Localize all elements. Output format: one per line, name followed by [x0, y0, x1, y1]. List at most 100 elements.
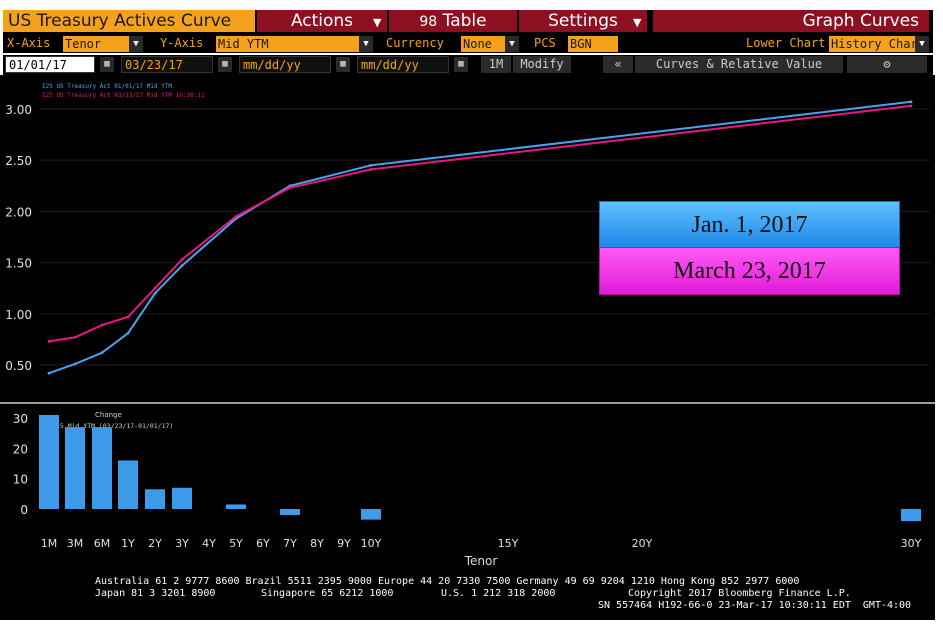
upper-ytick-label: 2.00 — [5, 205, 32, 219]
calendar-icon[interactable]: ▦ — [100, 57, 114, 72]
date-controls: 01/01/17 ▦ 03/23/17 ▦ mm/dd/yy ▦ mm/dd/y… — [3, 55, 933, 75]
axis-controls: X-Axis Tenor ▼ Y-Axis Mid YTM ▼ Currency… — [3, 35, 933, 53]
series-2-point — [288, 186, 292, 190]
lower-chart-title: Change — [95, 411, 122, 419]
change-bar — [92, 427, 112, 509]
window-title: US Treasury Actives Curve — [3, 10, 255, 32]
change-bar — [65, 427, 85, 509]
series-2-point — [180, 258, 184, 261]
pcs-label: PCS — [534, 36, 556, 50]
change-bar — [172, 487, 192, 509]
series-1-point — [47, 371, 51, 375]
lower-chart-label: Lower Chart — [746, 36, 826, 50]
calendar-icon[interactable]: ▦ — [218, 57, 232, 72]
calendar-icon[interactable]: ▦ — [336, 57, 350, 72]
settings-button[interactable]: Settings — [519, 10, 647, 32]
series-2-point — [100, 323, 104, 327]
change-bar — [145, 489, 165, 509]
xaxis-select[interactable]: Tenor — [63, 36, 129, 52]
period-button[interactable]: 1M — [481, 56, 511, 73]
x-tick-label: 6M — [94, 537, 111, 550]
series-line-2 — [48, 104, 912, 343]
settings-dropdown-icon: ▼ — [633, 16, 642, 29]
legend-series-1: I25 US Treasury Act 01/01/17 Mid YTM — [42, 83, 172, 90]
footer-contacts-line1: Australia 61 2 9777 8600 Brazil 5511 239… — [95, 576, 800, 587]
series-line-1 — [48, 100, 912, 375]
footer: Australia 61 2 9777 8600 Brazil 5511 239… — [3, 572, 933, 620]
series-2-point — [73, 335, 77, 339]
table-button[interactable]: 98 Table — [389, 10, 517, 32]
series-1-point — [369, 163, 373, 167]
actions-button[interactable]: Actions — [257, 10, 387, 32]
change-bar — [118, 460, 138, 509]
x-axis-title: Tenor — [464, 554, 498, 568]
x-tick-label: 4Y — [202, 537, 216, 550]
lower-ytick-label: 20 — [13, 442, 28, 456]
x-tick-label: 30Y — [901, 537, 922, 550]
footer-sn: SN 557464 H192-66-0 23-Mar-17 10:30:11 E… — [598, 600, 912, 611]
x-tick-label: 2Y — [148, 537, 162, 550]
x-tick-label: 8Y — [310, 537, 324, 550]
footer-copyright: Copyright 2017 Bloomberg Finance L.P. — [628, 588, 851, 599]
legend-series-2: I25 US Treasury Act 03/23/17 Mid YTM 10:… — [42, 92, 205, 99]
series-2-point — [369, 168, 373, 171]
series-1-point — [73, 362, 77, 366]
date-input-3[interactable]: mm/dd/yy — [239, 56, 331, 73]
lower-legend-label: I25 Mid YTM (03/23/17-01/01/17) — [52, 422, 173, 430]
graph-curves-button[interactable]: Graph Curves — [653, 10, 929, 32]
x-tick-label: 9Y — [337, 537, 351, 550]
lower-chart-dropdown-icon[interactable]: ▼ — [915, 36, 929, 52]
series-2-point — [153, 286, 157, 290]
x-tick-label: 1Y — [121, 537, 135, 550]
x-tick-label: 15Y — [498, 537, 519, 550]
upper-ytick-label: 1.00 — [5, 308, 32, 322]
series-1-point — [909, 100, 913, 104]
callout-mar: March 23, 2017 — [599, 247, 900, 295]
yaxis-dropdown-icon[interactable]: ▼ — [359, 36, 373, 52]
series-2-point — [47, 340, 51, 343]
footer-contacts-us: U.S. 1 212 318 2000 — [441, 588, 556, 599]
series-1-point — [126, 331, 130, 335]
x-tick-label: 20Y — [632, 537, 653, 550]
series-1-point — [288, 184, 292, 188]
upper-ytick-label: 3.00 — [5, 103, 32, 117]
footer-contacts-singapore: Singapore 65 6212 1000 — [261, 588, 394, 599]
end-date-input[interactable]: 03/23/17 — [121, 56, 213, 73]
start-date-input[interactable]: 01/01/17 — [5, 56, 95, 73]
series-1-point — [100, 351, 104, 355]
x-tick-label: 3Y — [175, 537, 189, 550]
curves-relative-value-button[interactable]: Curves & Relative Value — [635, 56, 843, 73]
xaxis-label: X-Axis — [7, 36, 51, 50]
series-1-point — [153, 291, 157, 295]
series-2-point — [909, 104, 913, 108]
change-bar — [361, 509, 381, 520]
callout-jan: Jan. 1, 2017 — [599, 201, 900, 249]
pcs-field[interactable]: BGN — [568, 36, 618, 52]
graph-curves-label: Graph Curves — [802, 11, 919, 31]
settings-label: Settings — [548, 11, 618, 31]
change-bar — [280, 509, 300, 516]
yaxis-select[interactable]: Mid YTM — [216, 36, 359, 52]
currency-label: Currency — [386, 36, 444, 50]
currency-select[interactable]: None — [461, 36, 505, 52]
date-input-4[interactable]: mm/dd/yy — [357, 56, 449, 73]
collapse-icon[interactable]: « — [603, 56, 633, 73]
lower-chart-select[interactable]: History Char — [829, 36, 915, 52]
currency-dropdown-icon[interactable]: ▼ — [505, 36, 519, 52]
toolbar: US Treasury Actives Curve Actions ▼ 98 T… — [3, 10, 933, 35]
xaxis-dropdown-icon[interactable]: ▼ — [129, 36, 143, 52]
series-2-point — [234, 215, 238, 218]
change-bar — [901, 509, 921, 522]
actions-dropdown-icon: ▼ — [373, 16, 382, 29]
upper-ytick-label: 1.50 — [5, 257, 32, 271]
change-bar — [39, 414, 59, 509]
change-bar — [226, 504, 246, 509]
upper-ytick-label: 2.50 — [5, 154, 32, 168]
calendar-icon[interactable]: ▦ — [454, 57, 468, 72]
gear-icon[interactable]: ⚙ — [847, 56, 927, 73]
x-tick-label: 1M — [41, 537, 58, 550]
modify-button[interactable]: Modify — [513, 56, 571, 73]
chart-area: 3.00 2.50 2.00 1.50 1.00 0.50 I25 US Treasury… — [0, 75, 935, 620]
table-icon: 98 — [419, 14, 438, 30]
x-tick-label: 5Y — [229, 537, 243, 550]
